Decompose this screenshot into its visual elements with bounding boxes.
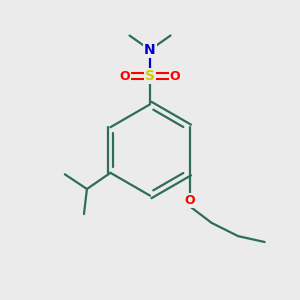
Text: N: N — [144, 43, 156, 57]
Text: O: O — [120, 70, 130, 83]
Text: O: O — [184, 194, 195, 207]
Text: O: O — [170, 70, 180, 83]
Text: S: S — [145, 69, 155, 83]
